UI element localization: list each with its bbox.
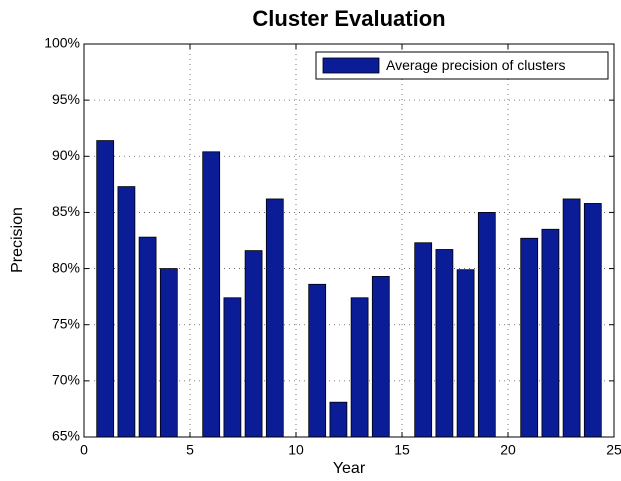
- bar: [371, 276, 390, 438]
- legend-label: Average precision of clusters: [386, 57, 566, 73]
- x-tick-label: 0: [80, 442, 88, 458]
- chart-title: Cluster Evaluation: [252, 6, 445, 31]
- bar: [350, 297, 369, 438]
- y-tick-label: 85%: [52, 203, 80, 219]
- y-tick-label: 70%: [52, 372, 80, 388]
- bar: [329, 401, 348, 438]
- bar: [159, 268, 178, 438]
- x-tick-label: 20: [500, 442, 516, 458]
- y-tick-label: 100%: [44, 35, 80, 51]
- bar: [541, 228, 560, 438]
- y-tick-label: 65%: [52, 428, 80, 444]
- bar: [308, 283, 327, 438]
- bar: [456, 269, 475, 438]
- y-axis-label: Precision: [9, 207, 26, 273]
- y-tick-label: 90%: [52, 147, 80, 163]
- bar: [435, 249, 454, 438]
- bar: [96, 140, 115, 438]
- bar: [583, 203, 602, 438]
- legend-swatch: [322, 57, 380, 74]
- plot-frame: [83, 43, 615, 438]
- bar: [520, 237, 539, 438]
- x-tick-label: 5: [186, 442, 194, 458]
- bar: [477, 212, 496, 438]
- y-tick-label: 95%: [52, 91, 80, 107]
- x-axis-label: Year: [333, 460, 366, 477]
- x-tick-label: 15: [394, 442, 410, 458]
- bar: [138, 236, 157, 438]
- x-tick-label: 25: [606, 442, 621, 458]
- bar: [562, 198, 581, 438]
- bar: [117, 186, 136, 438]
- bar: [202, 151, 221, 438]
- bar: [223, 297, 242, 438]
- bar: [414, 242, 433, 438]
- bar: [265, 198, 284, 438]
- y-tick-label: 80%: [52, 259, 80, 275]
- y-tick-label: 75%: [52, 315, 80, 331]
- bar: [244, 250, 263, 438]
- x-tick-label: 10: [288, 442, 304, 458]
